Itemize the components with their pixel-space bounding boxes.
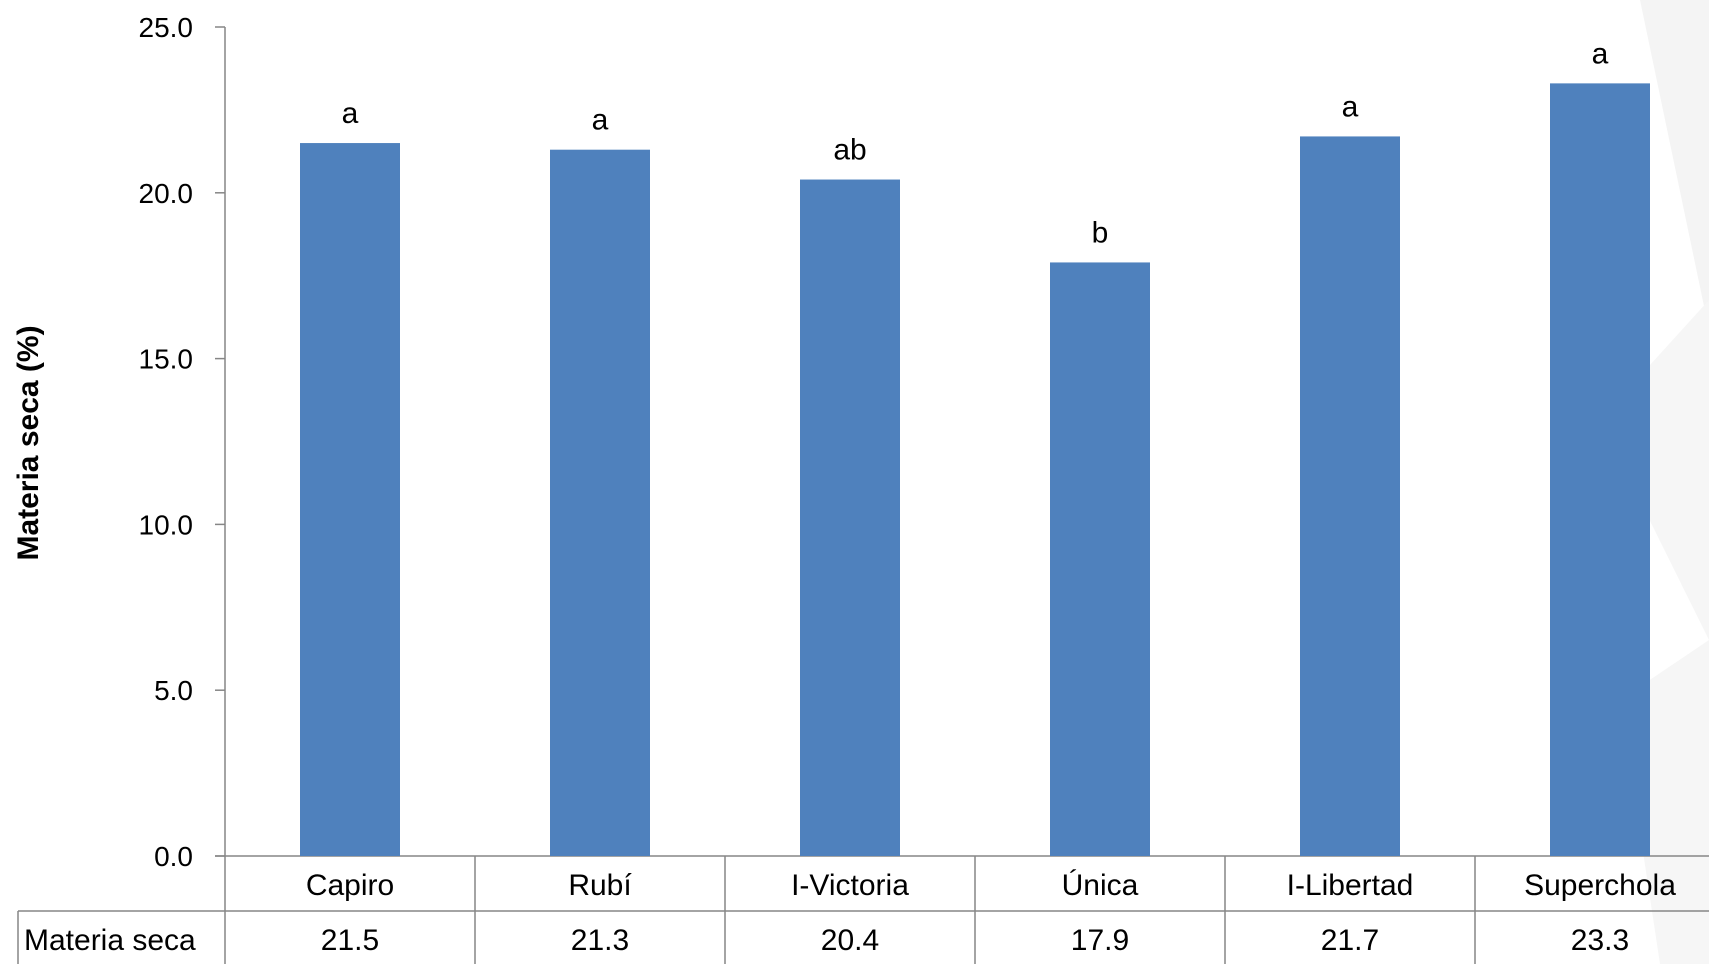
bars	[300, 83, 1650, 857]
bar	[800, 179, 900, 856]
y-tick-label: 10.0	[139, 509, 194, 540]
bar	[1300, 136, 1400, 857]
y-tick-label: 15.0	[139, 344, 194, 375]
bar	[1050, 262, 1150, 856]
category-labels: Capiro Rubí I-Victoria Única I-Libertad Super…	[306, 869, 1676, 902]
data-table-value: 21.3	[571, 924, 629, 957]
y-tick-label: 20.0	[139, 178, 194, 209]
significance-label: ab	[833, 134, 866, 167]
bar	[1550, 83, 1650, 856]
bar	[300, 143, 400, 856]
category-label: I-Libertad	[1287, 869, 1414, 902]
data-table-value: 23.3	[1571, 924, 1629, 957]
bar	[550, 149, 650, 856]
significance-label: a	[342, 97, 359, 130]
data-table-value: 17.9	[1071, 924, 1129, 957]
data-table: 21.5 21.3 20.4 17.9 21.7 23.3 Materia seca	[17, 856, 1709, 964]
significance-label: a	[592, 104, 609, 137]
y-axis: 0.0 5.0 10.0 15.0 20.0 25.0	[139, 12, 1709, 872]
significance-label: a	[1592, 37, 1609, 70]
data-table-value: 21.5	[321, 924, 379, 957]
category-label: I-Victoria	[791, 869, 909, 902]
y-tick-label: 5.0	[154, 675, 193, 706]
data-table-value: 21.7	[1321, 924, 1379, 957]
category-label: Única	[1062, 869, 1139, 902]
background-watermark	[1600, 0, 1709, 964]
significance-label: a	[1342, 90, 1359, 123]
category-label: Capiro	[306, 869, 394, 902]
significance-label: b	[1092, 216, 1109, 249]
significance-labels: a a ab b a a	[342, 37, 1609, 249]
category-label: Superchola	[1524, 869, 1676, 902]
y-tick-label: 25.0	[139, 12, 194, 43]
data-table-value: 20.4	[821, 924, 879, 957]
category-label: Rubí	[568, 869, 632, 902]
data-table-row-label: Materia seca	[24, 924, 196, 957]
y-axis-title: Materia seca (%)	[12, 325, 45, 560]
y-tick-label: 0.0	[154, 841, 193, 872]
